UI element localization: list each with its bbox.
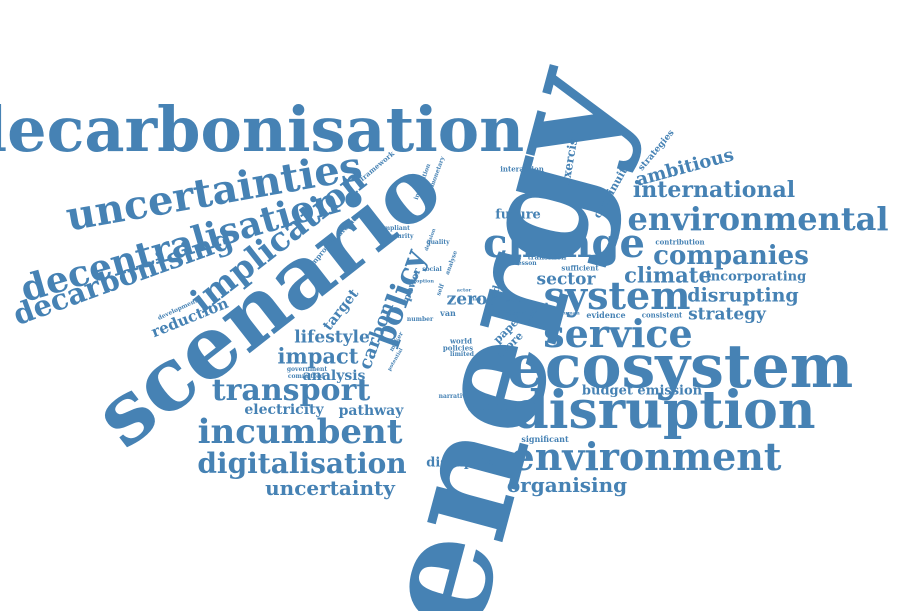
word: plan bbox=[468, 296, 482, 303]
word: incumbent bbox=[197, 412, 403, 452]
word: disruption bbox=[512, 380, 816, 441]
word: option bbox=[415, 278, 435, 285]
word: significant bbox=[521, 434, 569, 444]
word: policies bbox=[442, 343, 474, 353]
word: decarbonisation bbox=[0, 93, 525, 166]
word: environment bbox=[510, 434, 782, 479]
word: ecosystem bbox=[506, 332, 854, 402]
word: government bbox=[286, 366, 328, 373]
word: quality bbox=[426, 239, 450, 246]
word: security bbox=[386, 233, 414, 240]
word: transport bbox=[211, 373, 371, 408]
word: sufficient bbox=[561, 263, 599, 273]
word: support bbox=[467, 399, 525, 415]
word: change bbox=[483, 220, 645, 267]
word: potential bbox=[386, 347, 405, 373]
word: analysis bbox=[302, 368, 366, 384]
word: evidence bbox=[586, 310, 626, 320]
word: transition bbox=[527, 252, 567, 262]
word: lesson bbox=[515, 260, 537, 267]
word: disruptive bbox=[426, 455, 500, 471]
word: term bbox=[488, 305, 518, 319]
word: zero bbox=[446, 289, 488, 310]
word: whole bbox=[504, 298, 522, 305]
word: interaction bbox=[500, 164, 544, 174]
word: narrative bbox=[438, 393, 470, 400]
word: impact bbox=[277, 343, 359, 369]
word: future bbox=[495, 207, 541, 223]
word: organising bbox=[506, 473, 628, 497]
word: companies bbox=[653, 241, 809, 271]
word: committed bbox=[287, 373, 325, 380]
word: van bbox=[440, 308, 456, 318]
word: environmental bbox=[627, 200, 889, 238]
word: climate bbox=[624, 262, 712, 288]
word: current bbox=[505, 310, 527, 317]
word: contribution bbox=[655, 237, 705, 247]
word: incorporating bbox=[705, 269, 807, 285]
word: world bbox=[450, 336, 472, 346]
word: number bbox=[406, 316, 434, 323]
word: digitalisation bbox=[197, 447, 407, 480]
word: actor bbox=[456, 287, 472, 294]
word: role bbox=[491, 295, 503, 302]
word: system bbox=[543, 273, 691, 318]
word: human bbox=[560, 310, 580, 317]
word: international bbox=[632, 177, 796, 203]
word: pathway bbox=[338, 403, 404, 419]
word: consistent bbox=[641, 310, 683, 320]
word: budget emission bbox=[581, 383, 703, 399]
word: strategy bbox=[688, 304, 766, 325]
word: uncertainty bbox=[265, 476, 395, 500]
word: limited bbox=[450, 351, 474, 358]
word: electricity bbox=[244, 402, 324, 418]
word: service bbox=[543, 311, 693, 356]
word: disrupting bbox=[687, 284, 799, 307]
word: compliant bbox=[376, 225, 410, 232]
word: social bbox=[422, 266, 442, 273]
word: sector bbox=[536, 269, 596, 290]
word: lifestyle bbox=[294, 327, 370, 348]
